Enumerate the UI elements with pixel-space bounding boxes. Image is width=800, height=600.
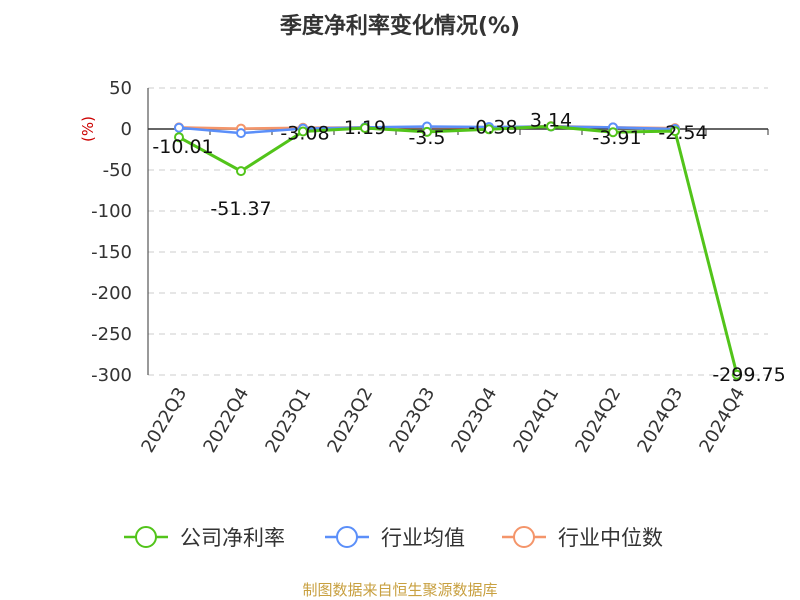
data-point	[546, 121, 556, 132]
grid	[148, 87, 768, 376]
x-tick-label: 2022Q4	[199, 384, 253, 456]
data-label: -299.75	[712, 364, 785, 386]
x-tick-label: 2024Q3	[633, 384, 687, 456]
y-tick-label: -50	[103, 160, 132, 181]
data-point	[174, 122, 184, 133]
data-point	[732, 369, 742, 380]
x-tick-label: 2024Q4	[695, 384, 749, 456]
data-label: -10.01	[152, 136, 213, 158]
source-note: 制图数据来自恒生聚源数据库	[302, 581, 497, 599]
legend-swatch-marker	[135, 526, 157, 548]
series-lines	[174, 121, 742, 380]
data-point	[670, 126, 680, 137]
legend-label: 行业均值	[381, 526, 465, 550]
legend-label: 行业中位数	[558, 526, 663, 550]
series-line-0	[178, 124, 739, 376]
chart-title: 季度净利率变化情况(%)	[280, 13, 520, 39]
legend-swatch-marker	[336, 526, 358, 548]
x-tick-label: 2023Q3	[385, 384, 439, 456]
data-label: -3.5	[408, 127, 445, 149]
data-labels: -10.01-51.37-3.08 1.19 -3.5 -0.38 3.14-3.91-…	[152, 109, 785, 385]
legend[interactable]: 公司净利率 行业均值 行业中位数	[124, 526, 663, 550]
x-tick-label: 2024Q2	[571, 384, 625, 456]
legend-swatch-marker	[513, 526, 535, 548]
data-label: 1.19	[344, 117, 386, 139]
legend-label: 公司净利率	[180, 526, 285, 550]
data-point	[422, 126, 432, 137]
legend-item-2[interactable]: 行业中位数	[502, 526, 663, 550]
x-tick-label: 2024Q1	[509, 384, 563, 456]
y-axis-label: (%)	[79, 116, 97, 142]
y-tick-label: -200	[91, 283, 132, 304]
x-tick-label: 2023Q2	[323, 384, 377, 456]
y-tick-label: 50	[109, 78, 132, 99]
data-label: -51.37	[210, 198, 271, 220]
data-label: -0.38	[468, 116, 517, 138]
data-label: -2.54	[658, 122, 707, 144]
data-label: -3.91	[592, 127, 641, 149]
data-label: 3.14	[530, 109, 572, 131]
data-point	[484, 124, 494, 135]
y-tick-label: -300	[91, 365, 132, 386]
data-point	[236, 128, 246, 139]
y-tick-label: -100	[91, 201, 132, 222]
x-tick-label: 2023Q1	[261, 384, 315, 456]
legend-item-1[interactable]: 行业均值	[325, 526, 465, 550]
x-tick-label: 2023Q4	[447, 384, 501, 456]
data-point	[236, 166, 246, 177]
y-tick-label: 0	[121, 119, 132, 140]
x-tick-labels: 2022Q3 2022Q4 2023Q1 2023Q2 2023Q3 2023Q4 2024…	[137, 384, 749, 456]
data-label: -3.08	[280, 123, 329, 145]
legend-item-0[interactable]: 公司净利率	[124, 526, 285, 550]
data-point	[298, 126, 308, 137]
y-tick-labels: 50 0 -50 -100 -150 -200 -250 -300	[91, 78, 132, 386]
x-tick-label: 2022Q3	[137, 384, 191, 456]
data-point	[174, 132, 184, 143]
data-point	[608, 127, 618, 138]
y-tick-label: -150	[91, 242, 132, 263]
y-tick-label: -250	[91, 324, 132, 345]
data-point	[360, 123, 370, 134]
